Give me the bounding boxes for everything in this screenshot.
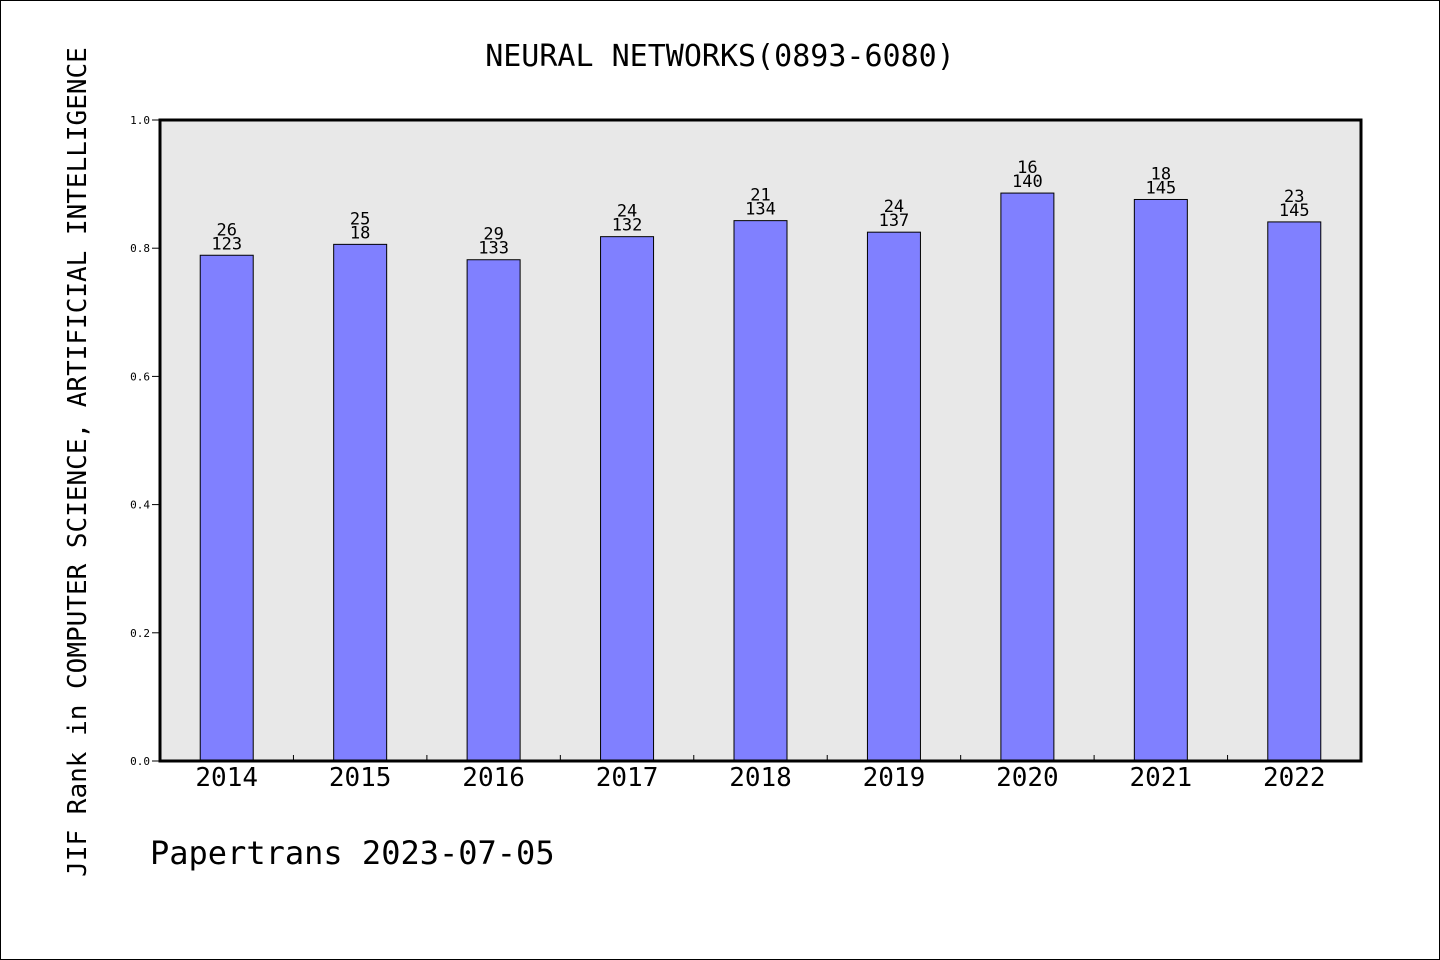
bar-2014	[199, 254, 254, 762]
bar-2015	[333, 243, 388, 762]
x-tick-label: 2015	[329, 763, 392, 793]
y-tick-label: 0.4	[130, 499, 150, 512]
bar-2018	[733, 220, 788, 762]
y-axis-label: JIF Rank in COMPUTER SCIENCE, ARTIFICIAL…	[63, 47, 93, 877]
x-tick-label: 2018	[729, 763, 792, 793]
bar-label-bottom: 145	[1279, 201, 1310, 221]
plot-border	[158, 118, 1363, 763]
bar-label-top: 24	[617, 202, 637, 222]
x-axis-ticks: 2014 2015 2016 2017 2018 2019 2020 2021 2022	[195, 755, 1326, 793]
x-tick-label: 2019	[863, 763, 926, 793]
bar-label-top: 25	[350, 209, 370, 229]
bar-label-top: 21	[750, 186, 770, 206]
bar-2021	[1133, 198, 1188, 762]
bar-2022	[1267, 221, 1322, 762]
bar-label-top: 18	[1151, 164, 1171, 184]
bar-2020	[1000, 192, 1055, 762]
x-tick-label: 2021	[1130, 763, 1193, 793]
bar-label-bottom: 140	[1012, 172, 1043, 192]
bar-2019	[866, 231, 921, 762]
bar-label-bottom: 132	[612, 216, 643, 236]
y-tick-label: 0.0	[130, 755, 150, 768]
x-tick-label: 2022	[1263, 763, 1326, 793]
y-tick-label: 0.2	[130, 627, 150, 640]
x-tick-label: 2020	[996, 763, 1059, 793]
bar-label-top: 16	[1017, 158, 1037, 178]
bar-label-bottom: 18	[350, 223, 370, 243]
y-tick-label: 0.8	[130, 242, 150, 255]
bar-label-top: 23	[1284, 187, 1304, 207]
y-tick-label: 1.0	[130, 114, 150, 127]
bar-label-top: 24	[884, 197, 904, 217]
chart-title: NEURAL NETWORKS(0893-6080)	[485, 39, 955, 74]
bar-label-bottom: 134	[745, 200, 776, 220]
y-tick-label: 0.6	[130, 370, 150, 383]
bar-label-bottom: 133	[478, 239, 509, 259]
bar-2017	[600, 236, 655, 762]
bar-label-bottom: 123	[211, 234, 242, 254]
footer-text: Papertrans 2023-07-05	[150, 834, 555, 872]
bar-label-top: 26	[216, 220, 236, 240]
bar-label-bottom: 145	[1145, 178, 1176, 198]
bar-label-bottom: 137	[879, 211, 910, 231]
y-axis-ticks: 0.0 0.2 0.4 0.6 0.8 1.0	[130, 114, 160, 768]
x-tick-label: 2014	[195, 763, 258, 793]
bar-2016	[466, 259, 521, 762]
x-tick-label: 2017	[596, 763, 659, 793]
x-tick-label: 2016	[462, 763, 525, 793]
bar-label-top: 29	[483, 225, 503, 245]
